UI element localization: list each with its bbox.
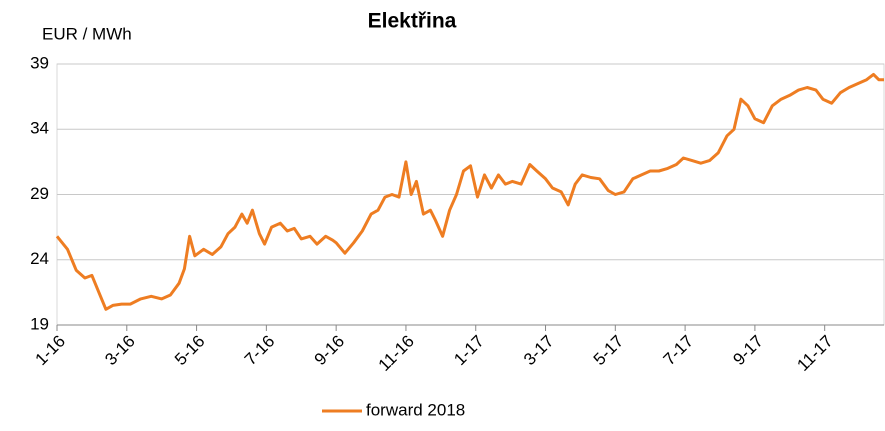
- y-tick-label: 34: [30, 119, 49, 138]
- x-tick-label: 1-17: [450, 332, 487, 369]
- y-tick-label: 39: [30, 53, 49, 72]
- x-tick-label: 1-16: [32, 332, 69, 369]
- x-tick-label: 5-16: [171, 332, 208, 369]
- y-axis-label: EUR / MWh: [42, 24, 132, 43]
- legend-label: forward 2018: [366, 400, 465, 419]
- y-tick-label: 19: [30, 314, 49, 333]
- x-tick-label: 9-17: [729, 332, 766, 369]
- x-tick-label: 11-17: [793, 332, 836, 375]
- x-tick-label: 5-17: [590, 332, 627, 369]
- chart-title: Elektřina: [368, 10, 457, 33]
- y-tick-label: 29: [30, 184, 49, 203]
- x-tick-label: 7-17: [660, 332, 697, 369]
- x-tick-label: 11-16: [375, 332, 418, 375]
- x-tick-label: 9-16: [311, 332, 348, 369]
- x-tick-label: 3-17: [520, 332, 557, 369]
- x-tick-label: 3-16: [101, 332, 138, 369]
- data-line: [55, 72, 884, 311]
- x-tick-label: 7-16: [241, 332, 278, 369]
- y-tick-label: 24: [30, 249, 49, 268]
